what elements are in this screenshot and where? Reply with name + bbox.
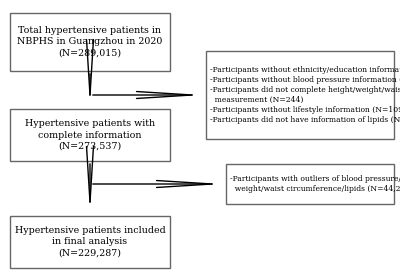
Text: -Participants without ethnicity/education information (N=2335)
-Participants wit: -Participants without ethnicity/educatio… [210, 67, 400, 123]
FancyBboxPatch shape [10, 13, 170, 71]
FancyBboxPatch shape [226, 164, 394, 204]
Text: Total hypertensive patients in
NBPHS in Guangzhou in 2020
(N=289,015): Total hypertensive patients in NBPHS in … [17, 26, 163, 58]
FancyBboxPatch shape [206, 51, 394, 139]
FancyBboxPatch shape [10, 109, 170, 161]
Text: Hypertensive patients with
complete information
(N=273,537): Hypertensive patients with complete info… [25, 119, 155, 151]
FancyBboxPatch shape [10, 216, 170, 268]
Text: Hypertensive patients included
in final analysis
(N=229,287): Hypertensive patients included in final … [15, 227, 165, 258]
Text: -Participants with outliers of blood pressure/height/
  weight/waist circumferen: -Participants with outliers of blood pre… [230, 175, 400, 193]
